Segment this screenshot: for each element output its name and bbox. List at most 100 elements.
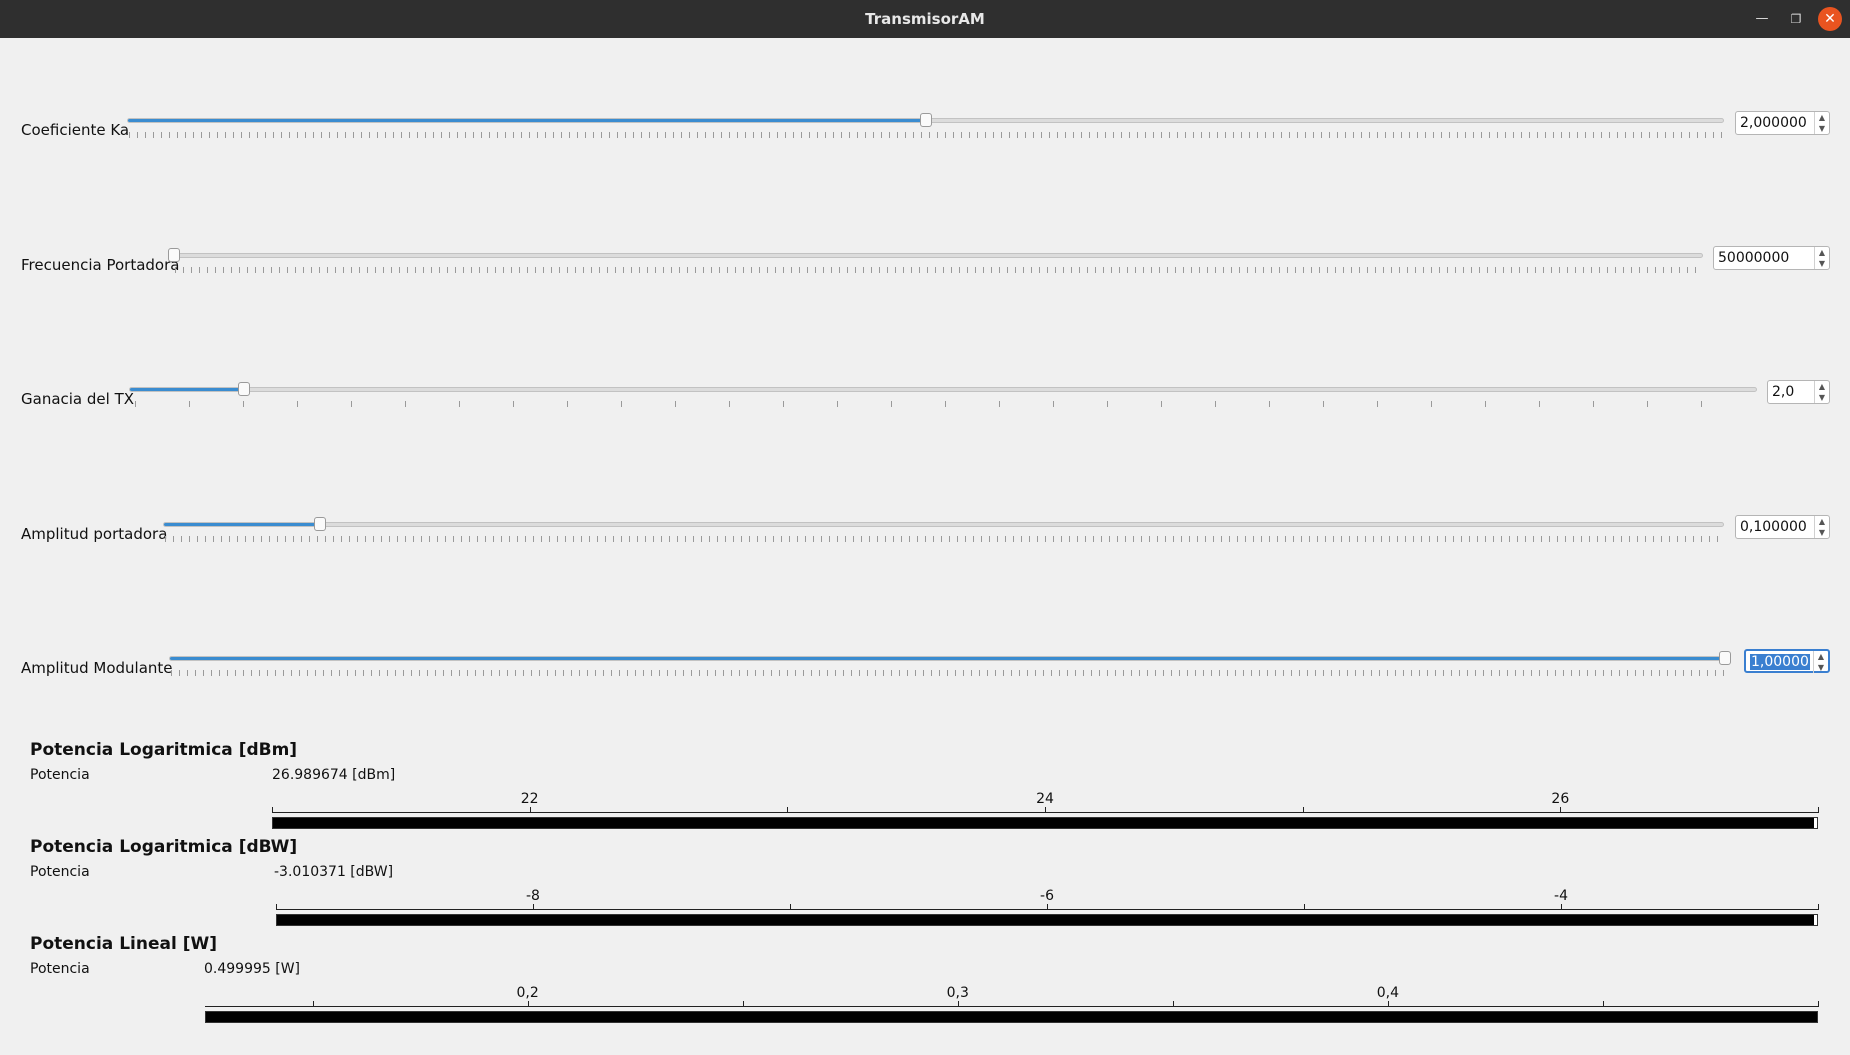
scale-minor-tick (276, 904, 277, 910)
dbm-scale: 22 24 26 (272, 791, 1819, 813)
gain-down-icon[interactable]: ▼ (1818, 393, 1826, 402)
carrier-amplitude-down-icon[interactable]: ▼ (1818, 528, 1826, 537)
modulating-amplitude-slider-fill (170, 657, 1725, 660)
dbw-heading: Potencia Logaritmica [dBW] (30, 837, 298, 857)
dbw-label: Potencia (30, 864, 90, 880)
ka-label: Coeficiente Ka (21, 121, 130, 139)
scale-tick-label: 22 (520, 791, 539, 807)
scale-tick (532, 904, 534, 910)
modulating-amplitude-value[interactable]: 1,00000 (1750, 654, 1810, 670)
modulating-amplitude-label: Amplitud Modulante (21, 659, 173, 677)
scale-minor-tick (1602, 1001, 1604, 1007)
dbm-bar-fill (273, 818, 1815, 828)
carrier-amplitude-up-icon[interactable]: ▲ (1818, 517, 1826, 526)
scale-tick-label: -8 (526, 888, 540, 904)
scale-tick (1560, 807, 1562, 813)
control-row-ka: Coeficiente Ka 2,000000 ▲ ▼ (0, 110, 1850, 150)
scale-minor-tick (789, 904, 791, 910)
frequency-slider-handle[interactable] (168, 248, 180, 262)
scale-tick (527, 1001, 529, 1007)
scale-minor-tick (1818, 1001, 1819, 1007)
scale-minor-tick (1302, 807, 1304, 813)
dbw-value: -3.010371 [dBW] (274, 864, 394, 880)
gain-slider-fill (130, 388, 244, 391)
gain-label: Ganacia del TX (21, 390, 135, 408)
gain-value[interactable]: 2,0 (1772, 384, 1795, 400)
carrier-amplitude-spinbox[interactable]: 0,100000 ▲ ▼ (1735, 515, 1830, 539)
scale-tick (957, 1001, 959, 1007)
scale-tick (1045, 807, 1046, 813)
modulating-amplitude-slider-handle[interactable] (1719, 651, 1731, 665)
carrier-amplitude-value[interactable]: 0,100000 (1740, 519, 1807, 535)
modulating-amplitude-spinbox[interactable]: 1,00000 ▲ ▼ (1744, 649, 1830, 673)
scale-minor-tick (742, 1001, 744, 1007)
scale-minor-tick (1818, 807, 1819, 813)
scale-tick-label: 0,2 (516, 985, 539, 1001)
scale-minor-tick (1818, 904, 1819, 910)
dbm-bar (272, 817, 1818, 829)
scale-axis (205, 1006, 1818, 1007)
gain-spinbox[interactable]: 2,0 ▲ ▼ (1767, 380, 1830, 404)
ka-slider-ticks (129, 132, 1722, 138)
maximize-icon[interactable]: ❐ (1790, 12, 1802, 26)
gain-slider-handle[interactable] (237, 382, 250, 396)
scale-tick (1047, 904, 1048, 910)
ka-up-icon[interactable]: ▲ (1818, 113, 1826, 122)
control-row-modulating-amplitude: Amplitud Modulante 1,00000 ▲ ▼ (0, 648, 1850, 688)
dbm-heading: Potencia Logaritmica [dBm] (30, 740, 298, 760)
dbw-scale: -8 -6 -4 (276, 888, 1819, 910)
dbm-label: Potencia (30, 767, 90, 783)
close-icon[interactable]: ✕ (1818, 7, 1842, 31)
scale-minor-tick (312, 1001, 314, 1007)
carrier-amplitude-slider[interactable] (163, 517, 1724, 531)
linear-bar (205, 1011, 1818, 1023)
frequency-slider-ticks (175, 267, 1701, 273)
linear-heading: Potencia Lineal [W] (30, 934, 217, 954)
scale-minor-tick (272, 807, 273, 813)
title-bar[interactable]: TransmisorAM — ❐ ✕ (0, 0, 1850, 38)
scale-tick (1561, 904, 1562, 910)
scale-tick-label: 0,3 (946, 985, 969, 1001)
carrier-amplitude-slider-handle[interactable] (313, 517, 326, 531)
gain-slider[interactable] (129, 382, 1757, 396)
scale-tick-label: 26 (1551, 791, 1570, 807)
ka-slider[interactable] (127, 113, 1724, 127)
scale-minor-tick (1172, 1001, 1174, 1007)
scale-tick-label: -6 (1040, 888, 1054, 904)
gain-up-icon[interactable]: ▲ (1818, 382, 1826, 391)
modulating-amplitude-up-icon[interactable]: ▲ (1817, 652, 1825, 661)
frequency-up-icon[interactable]: ▲ (1818, 248, 1826, 257)
ka-down-icon[interactable]: ▼ (1818, 124, 1826, 133)
window-title: TransmisorAM (865, 10, 985, 28)
dbm-value: 26.989674 [dBm] (272, 767, 396, 783)
scale-tick-label: 24 (1036, 791, 1054, 807)
modulating-amplitude-down-icon[interactable]: ▼ (1817, 663, 1825, 672)
frequency-label: Frecuencia Portadora (21, 256, 180, 274)
carrier-amplitude-slider-ticks (165, 536, 1722, 542)
scale-tick-label: -4 (1554, 888, 1568, 904)
frequency-value[interactable]: 50000000 (1718, 250, 1790, 266)
ka-slider-handle[interactable] (919, 113, 932, 127)
frequency-slider[interactable] (168, 248, 1703, 262)
ka-value[interactable]: 2,000000 (1740, 115, 1807, 131)
ka-spinbox[interactable]: 2,000000 ▲ ▼ (1735, 111, 1830, 135)
dbw-bar (276, 914, 1818, 926)
gain-slider-ticks (135, 401, 1753, 407)
scale-minor-tick (787, 807, 789, 813)
carrier-amplitude-slider-fill (164, 523, 320, 526)
ka-slider-fill (128, 119, 926, 122)
linear-bar-fill (206, 1012, 1817, 1022)
modulating-amplitude-slider-ticks (171, 670, 1724, 676)
scale-tick-label: 0,4 (1376, 985, 1399, 1001)
frequency-spinbox[interactable]: 50000000 ▲ ▼ (1713, 246, 1830, 270)
carrier-amplitude-label: Amplitud portadora (21, 525, 168, 543)
scale-tick (529, 807, 531, 813)
linear-value: 0.499995 [W] (204, 961, 301, 977)
minimize-icon[interactable]: — (1755, 11, 1769, 26)
modulating-amplitude-slider[interactable] (169, 651, 1731, 665)
linear-scale: 0,2 0,3 0,4 (205, 985, 1819, 1007)
scale-minor-tick (1303, 904, 1305, 910)
control-row-gain: Ganacia del TX 2,0 ▲ ▼ (0, 379, 1850, 419)
frequency-down-icon[interactable]: ▼ (1818, 259, 1826, 268)
scale-tick (1387, 1001, 1389, 1007)
